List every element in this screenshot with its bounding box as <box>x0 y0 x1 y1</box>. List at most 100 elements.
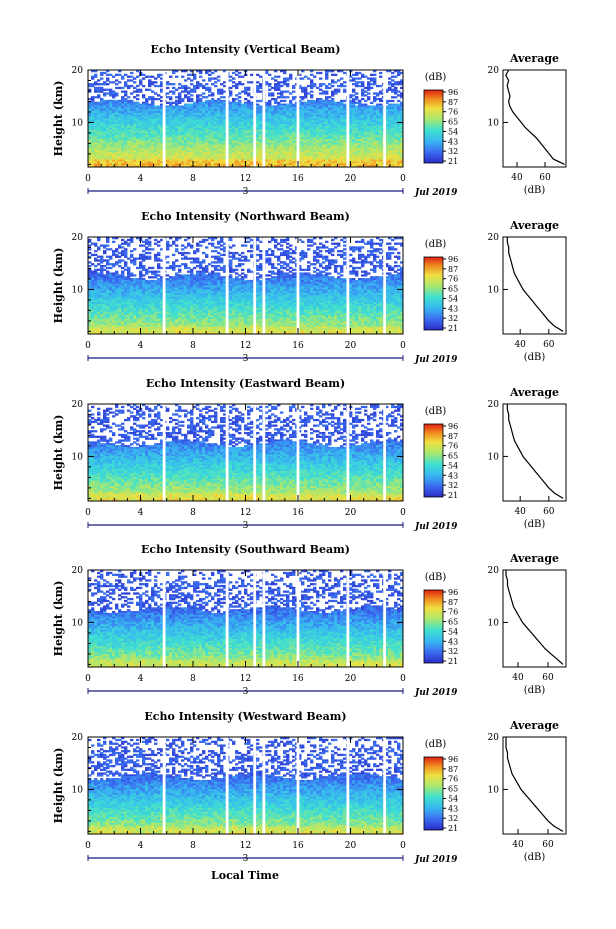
heatmap-cell <box>391 137 395 140</box>
heatmap-cell <box>211 71 215 75</box>
heatmap-cell <box>274 155 278 159</box>
heatmap-cell <box>118 251 122 255</box>
heatmap-cell <box>154 139 158 142</box>
heatmap-cell <box>223 101 227 104</box>
heatmap-cell <box>280 150 284 153</box>
heatmap-cell <box>247 120 251 123</box>
heatmap-cell <box>250 137 254 140</box>
heatmap-cell <box>292 84 296 88</box>
heatmap-cell <box>268 148 272 151</box>
heatmap-cell <box>136 116 140 119</box>
colorbar-tick-label: 76 <box>448 108 458 117</box>
heatmap-cell <box>277 120 281 123</box>
heatmap-cell <box>349 116 353 119</box>
heatmap-cell <box>259 75 263 78</box>
heatmap-cell <box>199 71 203 75</box>
heatmap-cell <box>127 153 131 157</box>
heatmap-cell <box>355 114 359 118</box>
heatmap-cell <box>235 107 239 110</box>
heatmap-cell <box>154 122 158 125</box>
heatmap-cell <box>352 137 356 140</box>
profile-x-tick-label: 40 <box>511 173 523 183</box>
heatmap-cell <box>397 148 401 151</box>
heatmap-cell <box>340 107 344 110</box>
heatmap-cell <box>139 105 143 108</box>
heatmap-cell <box>229 116 233 119</box>
heatmap-cell <box>235 144 239 147</box>
heatmap-cell <box>358 109 362 112</box>
heatmap-cell <box>316 161 320 164</box>
heatmap-cell <box>298 103 302 106</box>
heatmap-cell <box>337 139 341 142</box>
heatmap-cell <box>181 125 185 129</box>
heatmap-cell <box>373 83 377 86</box>
heatmap-cell <box>211 161 215 164</box>
heatmap-cell <box>349 94 353 97</box>
heatmap-cell <box>130 120 134 123</box>
heatmap-cell <box>256 111 260 114</box>
heatmap-cell <box>91 139 95 142</box>
heatmap-cell <box>208 122 212 125</box>
heatmap-cell <box>313 120 317 123</box>
heatmap-cell <box>139 127 143 131</box>
heatmap-cell <box>334 88 338 91</box>
heatmap-cell <box>184 94 188 97</box>
heatmap-cell <box>211 112 215 116</box>
heatmap-cell <box>187 135 191 138</box>
heatmap-cell <box>154 114 158 118</box>
heatmap-cell <box>133 111 137 114</box>
heatmap-cell <box>199 70 203 73</box>
heatmap-cell <box>229 238 233 242</box>
heatmap-cell <box>292 114 296 118</box>
heatmap-cell <box>283 81 287 84</box>
heatmap-cell <box>166 124 170 127</box>
heatmap-cell <box>199 94 203 97</box>
heatmap-cell <box>94 120 98 123</box>
heatmap-cell <box>328 155 332 159</box>
heatmap-cell <box>217 107 221 110</box>
heatmap-cell <box>199 84 203 88</box>
heatmap-cell <box>157 155 161 159</box>
heatmap-cell <box>97 255 101 258</box>
heatmap-cell <box>334 242 338 245</box>
heatmap-cell <box>379 248 383 251</box>
heatmap-cell <box>190 99 194 103</box>
heatmap-cell <box>187 92 191 95</box>
heatmap-cell <box>265 101 269 104</box>
heatmap-cell <box>202 161 206 164</box>
heatmap-cell <box>175 96 179 99</box>
heatmap-cell <box>376 107 380 110</box>
heatmap-cell <box>115 142 119 146</box>
heatmap-cell <box>394 92 398 95</box>
heatmap-cell <box>319 133 323 136</box>
heatmap-cell <box>241 125 245 129</box>
heatmap-cell <box>211 111 215 114</box>
heatmap-cell <box>136 105 140 108</box>
heatmap-cell <box>337 105 341 108</box>
heatmap-cell <box>199 133 203 136</box>
heatmap-cell <box>358 116 362 119</box>
heatmap-cell <box>94 81 98 84</box>
heatmap-cell <box>187 155 191 159</box>
heatmap-cell <box>91 152 95 155</box>
heatmap-cell <box>166 248 170 251</box>
heatmap-cell <box>394 114 398 118</box>
heatmap-cell <box>181 118 185 121</box>
heatmap-cell <box>91 103 95 106</box>
heatmap-cell <box>259 112 263 116</box>
heatmap-cell <box>214 124 218 127</box>
heatmap-cell <box>385 146 389 149</box>
heatmap-cell <box>244 144 248 147</box>
heatmap-cell <box>379 103 383 106</box>
heatmap-cell <box>133 124 137 127</box>
heatmap-cell <box>289 125 293 129</box>
heatmap-cell <box>235 139 239 142</box>
heatmap-cell <box>130 255 134 258</box>
heatmap-cell <box>310 139 314 142</box>
heatmap-cell <box>106 88 110 91</box>
heatmap-cell <box>178 109 182 112</box>
heatmap-cell <box>184 137 188 140</box>
heatmap-cell <box>124 150 128 153</box>
heatmap-cell <box>247 81 251 84</box>
heatmap-cell <box>88 116 92 119</box>
